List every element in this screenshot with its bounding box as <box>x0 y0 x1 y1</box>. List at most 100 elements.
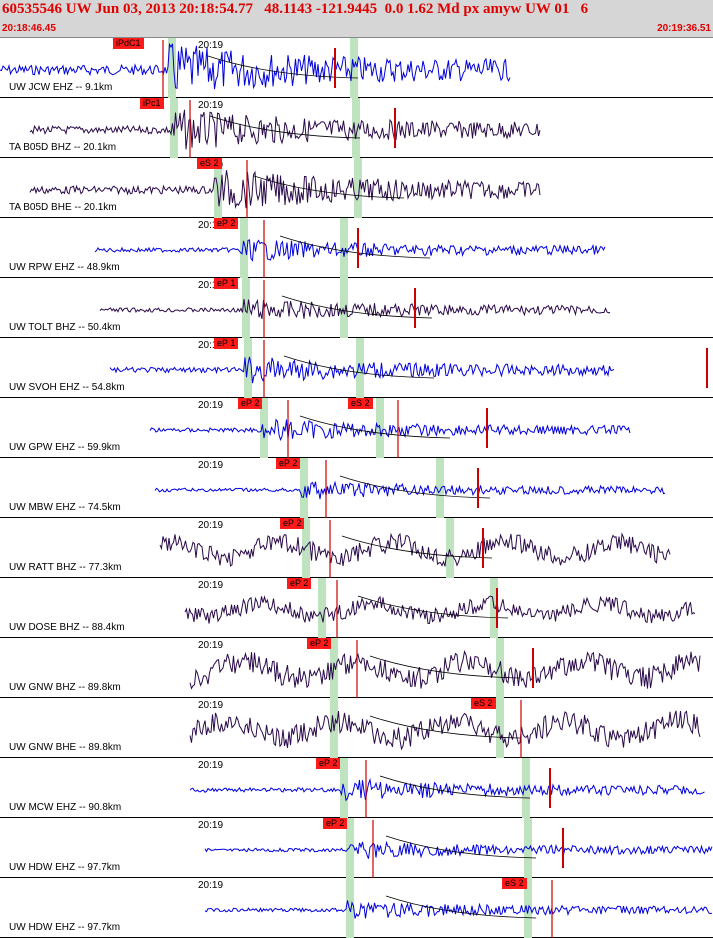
time-mark: 20:19 <box>198 700 224 711</box>
phase-window <box>346 818 354 878</box>
phase-window <box>260 398 268 458</box>
phase-window <box>318 578 326 638</box>
waveform-trace <box>189 777 705 802</box>
coda-curve <box>357 595 509 619</box>
phase-window <box>496 638 504 698</box>
phase-window <box>446 518 454 578</box>
coda-curve <box>279 235 431 259</box>
waveform-trace <box>0 42 511 90</box>
station-label: TA B05D BHZ -- 20.1km <box>9 142 117 153</box>
station-label: UW RPW EHZ -- 48.9km <box>9 262 120 273</box>
coda-curve <box>379 775 531 799</box>
phase-window <box>496 698 504 758</box>
phase-window <box>302 518 310 578</box>
seismogram-plot <box>0 38 713 938</box>
time-mark: 20:19 <box>198 220 224 231</box>
time-mark: 20:19 <box>198 40 224 51</box>
header-bar: 60535546 UW Jun 03, 2013 20:18:54.77 48.… <box>0 0 713 38</box>
station-label: UW JCW EHZ -- 9.1km <box>9 82 113 93</box>
phase-pick-label[interactable]: eS 2 <box>502 878 527 889</box>
station-label: UW MBW EHZ -- 74.5km <box>9 502 121 513</box>
waveform-trace <box>99 298 611 320</box>
time-mark: 20:19 <box>198 280 224 291</box>
coda-curve <box>299 415 451 439</box>
time-mark: 20:19 <box>198 100 224 111</box>
coda-curve <box>385 895 537 919</box>
waveform-trace <box>204 900 713 919</box>
coda-curve <box>283 355 435 379</box>
phase-pick-label[interactable]: iPc1 <box>140 98 164 109</box>
phase-pick-label[interactable]: eP 1 <box>214 278 239 289</box>
end-time: 20:19:36.51 <box>657 23 711 34</box>
waveform-trace <box>189 649 701 690</box>
station-label: UW GPW EHZ -- 59.9km <box>9 442 121 453</box>
coda-curve <box>369 715 521 739</box>
phase-pick-label[interactable]: eP 1 <box>214 338 239 349</box>
waveform-trace <box>204 840 713 859</box>
time-mark: 20:19 <box>198 460 224 471</box>
station-label: UW SVOH EHZ -- 54.8km <box>9 382 125 393</box>
phase-window <box>346 878 354 938</box>
phase-pick-label[interactable]: eP 2 <box>307 638 332 649</box>
waveform-trace <box>29 109 541 150</box>
station-label: UW RATT BHZ -- 77.3km <box>9 562 122 573</box>
phase-pick-label[interactable]: eP 2 <box>316 758 341 769</box>
coda-curve <box>339 475 491 499</box>
phase-window <box>340 278 348 338</box>
phase-window <box>522 758 530 818</box>
phase-pick-label[interactable]: eS 2 <box>197 158 222 169</box>
time-mark: 20:19 <box>198 760 224 771</box>
phase-window <box>240 218 248 278</box>
coda-curve <box>281 295 433 319</box>
station-label: UW TOLT BHZ -- 50.4km <box>9 322 121 333</box>
phase-window <box>352 98 360 158</box>
time-mark: 20:19 <box>198 400 224 411</box>
phase-pick-label[interactable]: eP 2 <box>214 218 239 229</box>
event-title: 60535546 UW Jun 03, 2013 20:18:54.77 48.… <box>2 1 589 17</box>
station-label: UW HDW EHZ -- 97.7km <box>9 922 121 933</box>
start-time: 20:18:46.45 <box>2 23 56 34</box>
waveform-trace <box>149 418 631 442</box>
station-label: UW DOSE BHZ -- 88.4km <box>9 622 125 633</box>
waveform-trace <box>184 595 696 625</box>
station-label: UW HDW EHZ -- 97.7km <box>9 862 121 873</box>
station-label: UW GNW BHZ -- 89.8km <box>9 682 121 693</box>
phase-pick-label[interactable]: eP 2 <box>238 398 263 409</box>
phase-pick-label[interactable]: eP 2 <box>323 818 348 829</box>
time-mark: 20:19 <box>198 880 224 891</box>
time-mark: 20:19 <box>198 820 224 831</box>
waveform-trace <box>94 239 606 262</box>
waveform-trace <box>159 532 671 567</box>
waveform-trace <box>109 356 615 384</box>
time-mark: 20:19 <box>198 520 224 531</box>
coda-curve <box>253 175 405 199</box>
phase-pick-label[interactable]: eP 2 <box>280 518 305 529</box>
coda-curve <box>369 655 521 679</box>
phase-pick-label[interactable]: iPdC1 <box>113 38 144 49</box>
station-label: UW MCW EHZ -- 90.8km <box>9 802 122 813</box>
time-mark: 20:19 <box>198 580 224 591</box>
phase-window <box>436 458 444 518</box>
station-label: UW GNW BHE -- 89.8km <box>9 742 122 753</box>
time-mark: 20:19 <box>198 340 224 351</box>
phase-pick-label[interactable]: eP 2 <box>276 458 301 469</box>
coda-curve <box>341 535 493 559</box>
phase-pick-label[interactable]: eS 2 <box>471 698 496 709</box>
waveform-trace <box>29 170 541 210</box>
phase-window <box>242 278 250 338</box>
phase-pick-label[interactable]: eP 2 <box>287 578 312 589</box>
coda-curve <box>207 55 359 79</box>
phase-window <box>350 38 358 98</box>
coda-curve <box>385 835 537 859</box>
phase-window <box>340 218 348 278</box>
coda-curve <box>209 115 361 139</box>
waveform-trace <box>189 710 701 751</box>
phase-window <box>168 38 176 98</box>
phase-window <box>354 158 362 218</box>
seismogram-panel[interactable]: UW JCW EHZ -- 9.1km 20:19 iPdC1 TA B05D BHZ… <box>0 38 713 938</box>
phase-window <box>524 878 532 938</box>
time-mark: 20:19 <box>198 640 224 651</box>
station-label: TA B05D BHE -- 20.1km <box>9 202 117 213</box>
waveform-trace <box>154 480 666 500</box>
phase-pick-label[interactable]: eS 2 <box>348 398 373 409</box>
